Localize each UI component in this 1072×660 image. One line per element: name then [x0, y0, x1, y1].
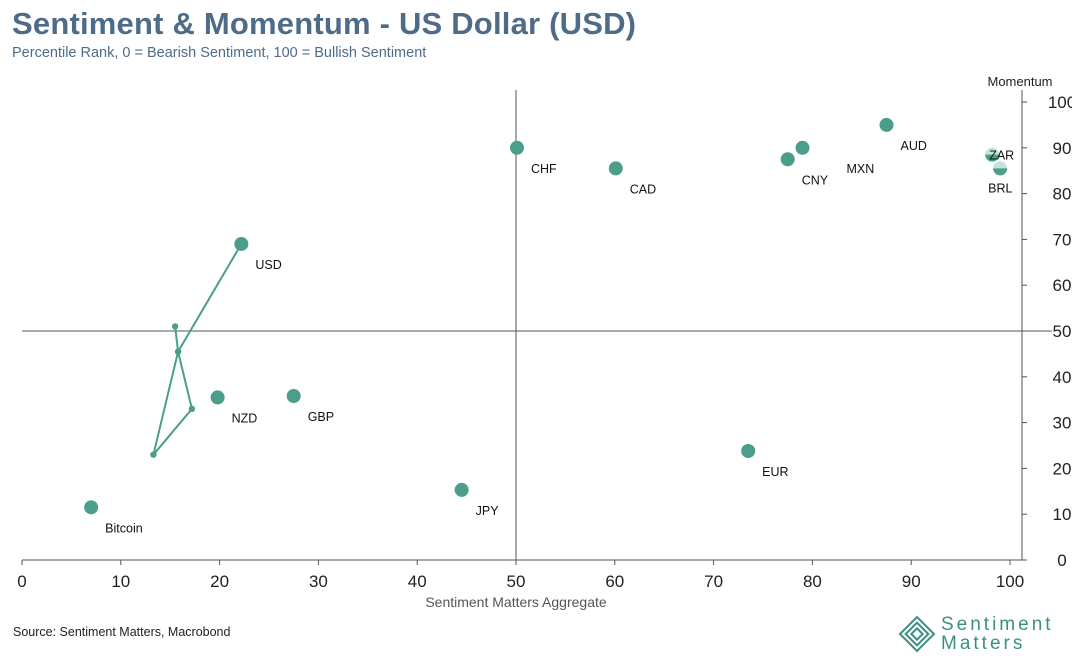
- point-mxn: [795, 140, 810, 155]
- point-gbp: [286, 389, 301, 404]
- point-jpy: [454, 482, 469, 497]
- usd-trail-line: [152, 243, 243, 456]
- usd-trail-point: [188, 405, 196, 413]
- point-label-usd: USD: [255, 258, 281, 272]
- point-chf: [509, 140, 524, 155]
- point-eur: [741, 443, 756, 458]
- point-label-zar: ZAR: [989, 149, 1014, 163]
- sentiment-matters-logo: Sentiment Matters: [895, 612, 1065, 654]
- x-axis-label: Sentiment Matters Aggregate: [425, 594, 607, 610]
- source-note: Source: Sentiment Matters, Macrobond: [13, 625, 231, 639]
- point-label-chf: CHF: [531, 162, 557, 176]
- point-label-jpy: JPY: [476, 504, 500, 518]
- x-tick-label: 30: [309, 572, 328, 591]
- point-label-aud: AUD: [901, 139, 927, 153]
- point-label-eur: EUR: [762, 465, 788, 479]
- y-axis-label: Momentum: [987, 74, 1052, 89]
- x-tick-label: 70: [704, 572, 723, 591]
- point-usd: [234, 236, 249, 251]
- y-tick-label: 70: [1053, 230, 1072, 249]
- point-label-cad: CAD: [630, 182, 656, 196]
- point-label-nzd: NZD: [232, 411, 258, 425]
- point-bitcoin: [84, 500, 99, 515]
- x-tick-label: 0: [17, 572, 26, 591]
- logo-text-line1: Sentiment: [941, 614, 1054, 635]
- x-tick-label: 100: [996, 572, 1024, 591]
- point-label-cny: CNY: [802, 173, 829, 187]
- y-tick-label: 10: [1053, 505, 1072, 524]
- point-label-mxn: MXN: [847, 162, 875, 176]
- point-label-brl: BRL: [988, 181, 1012, 195]
- logo-diamond-icon: [898, 615, 936, 653]
- x-tick-label: 90: [902, 572, 921, 591]
- x-tick-label: 10: [111, 572, 130, 591]
- point-brl-half: [993, 168, 1008, 176]
- point-label-bitcoin: Bitcoin: [105, 521, 143, 535]
- point-label-gbp: GBP: [308, 410, 334, 424]
- y-tick-label: 100: [1048, 93, 1072, 112]
- x-tick-label: 50: [507, 572, 526, 591]
- y-tick-label: 80: [1053, 185, 1072, 204]
- point-nzd: [210, 390, 225, 405]
- y-tick-label: 50: [1053, 322, 1072, 341]
- y-tick-label: 60: [1053, 276, 1072, 295]
- x-tick-label: 60: [605, 572, 624, 591]
- usd-trail-point: [171, 323, 179, 330]
- point-cny: [780, 152, 795, 167]
- point-zar-half: [985, 154, 1000, 162]
- y-tick-label: 0: [1057, 551, 1066, 570]
- x-tick-label: 40: [408, 572, 427, 591]
- usd-trail-point: [174, 348, 182, 355]
- y-tick-label: 20: [1053, 459, 1072, 478]
- chart-subtitle: Percentile Rank, 0 = Bearish Sentiment, …: [12, 45, 427, 61]
- x-tick-label: 20: [210, 572, 229, 591]
- usd-trail-point: [150, 451, 157, 458]
- x-tick-label: 80: [803, 572, 822, 591]
- point-aud: [879, 117, 894, 132]
- point-cad: [608, 161, 623, 176]
- logo-text-line2: Matters: [941, 633, 1026, 654]
- y-tick-label: 40: [1053, 368, 1072, 387]
- y-tick-label: 30: [1053, 414, 1072, 433]
- chart-title: Sentiment & Momentum - US Dollar (USD): [12, 6, 637, 41]
- y-tick-label: 90: [1053, 139, 1072, 158]
